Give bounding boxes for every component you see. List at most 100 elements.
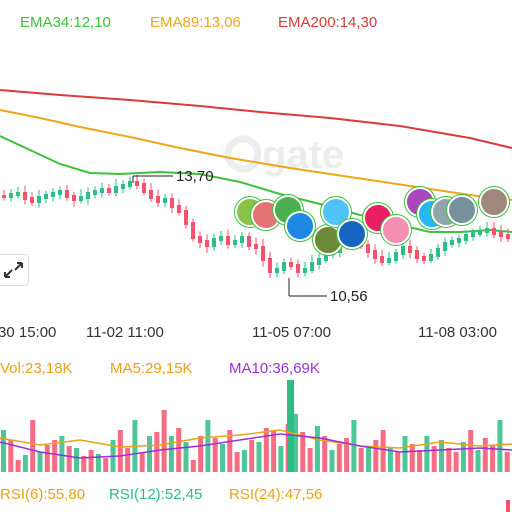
rsi-candle-hint (506, 500, 510, 512)
volume-bar (314, 426, 320, 472)
rsi6-label: RSI(6):55,80 (0, 486, 86, 503)
volume-bar (475, 450, 481, 472)
candle-body (107, 188, 111, 193)
candle-body (30, 197, 34, 203)
volume-bar (271, 430, 277, 472)
volume-bar (139, 452, 145, 472)
candle-body (212, 238, 216, 247)
avatar-ring (336, 218, 368, 250)
candle-body (310, 262, 314, 271)
candle-body (387, 258, 391, 263)
volume-bar (241, 450, 247, 472)
candle-body (93, 190, 97, 195)
volume-bar (66, 446, 72, 472)
low-marker: 10,56 (288, 278, 368, 305)
volume-bar (504, 452, 510, 472)
candle-body (37, 196, 41, 203)
volume-bar (125, 448, 131, 472)
candle-body (44, 194, 48, 199)
candle-body (296, 264, 300, 273)
candle-body (464, 234, 468, 241)
avatar-ring (446, 194, 478, 226)
volume-bar (95, 454, 101, 472)
volume-bar (322, 436, 328, 472)
candle-body (415, 250, 419, 259)
indicator-legend-rsi: RSI(6):55,80 RSI(12):52,45 RSI(24):47,56 (0, 486, 512, 508)
candle-body (226, 236, 230, 245)
candle-body (170, 198, 174, 208)
candle-body (79, 196, 83, 201)
candle-body (422, 256, 426, 261)
avatar-image (337, 219, 367, 249)
candle-body (23, 192, 27, 200)
volume-bar (344, 438, 350, 472)
candle-body (506, 234, 510, 239)
volume-bar (52, 440, 58, 472)
candle-body (275, 268, 279, 273)
candle-body (51, 192, 55, 197)
candle-body (373, 250, 377, 259)
candle-body (149, 190, 153, 199)
volume-bar (351, 420, 357, 472)
candlesticks (2, 174, 510, 278)
gate-watermark: gate (224, 133, 344, 177)
volume-bar (482, 438, 488, 472)
avatar[interactable] (336, 218, 368, 250)
ema34-line (0, 135, 512, 233)
candle-body (142, 183, 146, 193)
avatar[interactable] (478, 186, 510, 218)
candle-body (394, 252, 398, 261)
ema34-label: EMA34:12,10 (20, 14, 111, 31)
candle-body (254, 244, 258, 249)
volume-bar (183, 442, 189, 472)
low-price-label: 10,56 (330, 288, 368, 305)
candle-body (492, 228, 496, 235)
volume-bar (439, 440, 444, 472)
candle-body (324, 252, 328, 261)
volume-bar (74, 448, 79, 472)
volume-bar (387, 448, 393, 472)
expand-button[interactable] (0, 254, 29, 286)
volume-bar (8, 440, 14, 472)
ma5-line (0, 429, 512, 449)
candle-body (380, 256, 384, 263)
candle-body (450, 240, 454, 245)
volume-bar (490, 446, 496, 472)
volume-bar (263, 428, 269, 472)
avatar[interactable] (380, 214, 412, 246)
volume-bar (147, 436, 152, 472)
candle-body (72, 195, 76, 201)
volume-bar (44, 445, 50, 472)
candle-body (499, 232, 503, 237)
volume-bar (380, 430, 386, 472)
ema89-label: EMA89:13,06 (150, 14, 241, 31)
candle-body (9, 193, 13, 198)
volume-bar (409, 444, 415, 472)
candle-body (135, 181, 139, 186)
avatar-ring (320, 196, 352, 228)
avatar-image (381, 215, 411, 245)
avatar[interactable] (320, 196, 352, 228)
volume-bar (249, 440, 255, 472)
volume-bar (103, 458, 109, 472)
avatar[interactable] (446, 194, 478, 226)
time-label: 11-02 11:00 (86, 324, 164, 341)
avatar[interactable] (284, 210, 316, 242)
candle-body (163, 198, 167, 203)
candle-body (58, 190, 62, 195)
avatar-ring (284, 210, 316, 242)
volume-bar (431, 446, 437, 472)
volume-bar (329, 450, 335, 472)
avatar-markers[interactable] (234, 186, 510, 256)
candle-body (121, 184, 125, 189)
avatar-image (321, 197, 351, 227)
ema89-line (0, 109, 512, 201)
candle-body (317, 258, 321, 265)
candle-body (156, 196, 160, 203)
candle-body (177, 205, 181, 213)
volume-ma-lines (0, 429, 512, 459)
candle-body (240, 236, 244, 243)
candle-body (247, 236, 251, 247)
avatar-ring (380, 214, 412, 246)
